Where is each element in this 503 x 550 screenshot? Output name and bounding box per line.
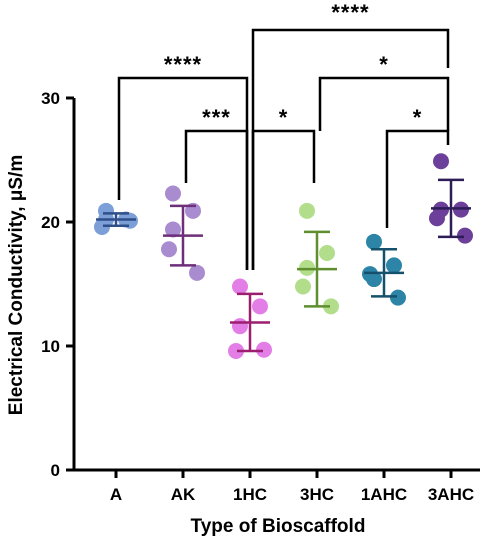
data-point	[165, 185, 181, 202]
significance-label: *	[379, 52, 389, 77]
data-points	[94, 153, 473, 359]
data-point	[319, 245, 335, 261]
significance-brackets: ******** **** * *	[117, 0, 450, 270]
data-point	[256, 341, 272, 358]
axes	[72, 98, 480, 472]
x-axis-title: Type of Bioscaffold	[191, 516, 366, 537]
data-point	[323, 298, 339, 315]
data-point	[94, 218, 110, 235]
y-tick-label: 0	[51, 461, 60, 480]
data-point	[433, 153, 449, 170]
data-point	[386, 257, 402, 274]
y-axis-title: Electrical Conductivity, μS/m	[6, 155, 27, 415]
x-tick-label: 1AHC	[361, 485, 407, 504]
significance-bracket	[184, 129, 249, 270]
data-point	[228, 342, 244, 359]
x-tick-label: A	[110, 485, 122, 504]
data-point	[390, 289, 406, 306]
data-point	[161, 241, 177, 258]
error-bars	[96, 178, 471, 353]
data-point	[232, 278, 248, 295]
data-point	[252, 298, 268, 315]
x-tick-label: AK	[171, 485, 196, 504]
significance-bracket	[251, 28, 450, 270]
significance-label: ****	[331, 0, 369, 25]
data-point	[232, 318, 248, 335]
data-point	[429, 210, 445, 227]
significance-bracket	[385, 129, 450, 228]
significance-bracket	[318, 76, 450, 131]
significance-label: ***	[202, 105, 231, 130]
data-point	[366, 233, 382, 250]
significance-label: ****	[164, 52, 202, 77]
x-tick-label: 3HC	[300, 485, 334, 504]
y-tick-label: 20	[41, 213, 60, 232]
significance-bracket	[251, 129, 316, 270]
y-tick-label: 30	[41, 89, 60, 108]
y-tick-label: 10	[41, 337, 60, 356]
data-point	[299, 202, 315, 219]
significance-label: *	[413, 105, 423, 130]
y-ticks: 0 10 20 30	[41, 89, 74, 480]
data-point	[295, 278, 311, 295]
x-ticks: A AK 1HC 3HC 1AHC 3AHC	[110, 470, 474, 504]
significance-label: *	[279, 105, 289, 130]
data-point	[165, 221, 181, 238]
x-tick-label: 1HC	[233, 485, 267, 504]
x-tick-label: 3AHC	[428, 485, 474, 504]
data-point	[189, 264, 205, 281]
data-point	[457, 227, 473, 244]
